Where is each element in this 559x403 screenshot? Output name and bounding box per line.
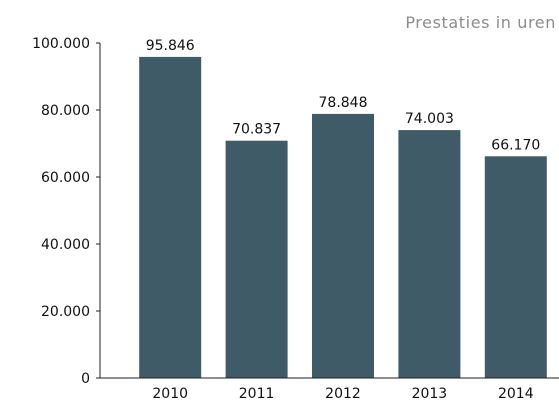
y-ticks: 0 20.000 40.000 60.000 80.000 100.000: [32, 36, 100, 387]
data-labels: 95.846 70.837 78.848 74.003 66.170: [146, 38, 541, 153]
bars: [139, 56, 547, 379]
bar-2011: [225, 140, 288, 378]
x-tick-label-2011: 2011: [239, 386, 275, 402]
data-label-2011: 70.837: [232, 122, 281, 138]
data-label-2014: 66.170: [491, 137, 540, 153]
y-tick-label-0: 0: [81, 371, 90, 387]
x-tick-label-2012: 2012: [325, 386, 361, 402]
data-label-2013: 74.003: [405, 111, 454, 127]
bar-2012: [312, 113, 374, 379]
y-tick-label-80000: 80.000: [41, 103, 90, 119]
y-tick-label-100000: 100.000: [32, 36, 90, 52]
y-tick-label-40000: 40.000: [41, 237, 90, 253]
chart-title: Prestaties in uren: [405, 13, 556, 32]
x-tick-label-2014: 2014: [498, 386, 534, 402]
y-tick-label-20000: 20.000: [41, 304, 90, 320]
bar-2013: [398, 130, 461, 378]
bar-2014: [484, 156, 547, 378]
data-label-2010: 95.846: [146, 38, 195, 54]
x-tick-label-2013: 2013: [412, 386, 448, 402]
bar-2010: [139, 56, 202, 379]
x-ticks: 2010 2011 2012 2013 2014: [152, 386, 533, 402]
y-tick-label-60000: 60.000: [41, 170, 90, 186]
data-label-2012: 78.848: [319, 95, 368, 111]
x-tick-label-2010: 2010: [152, 386, 188, 402]
